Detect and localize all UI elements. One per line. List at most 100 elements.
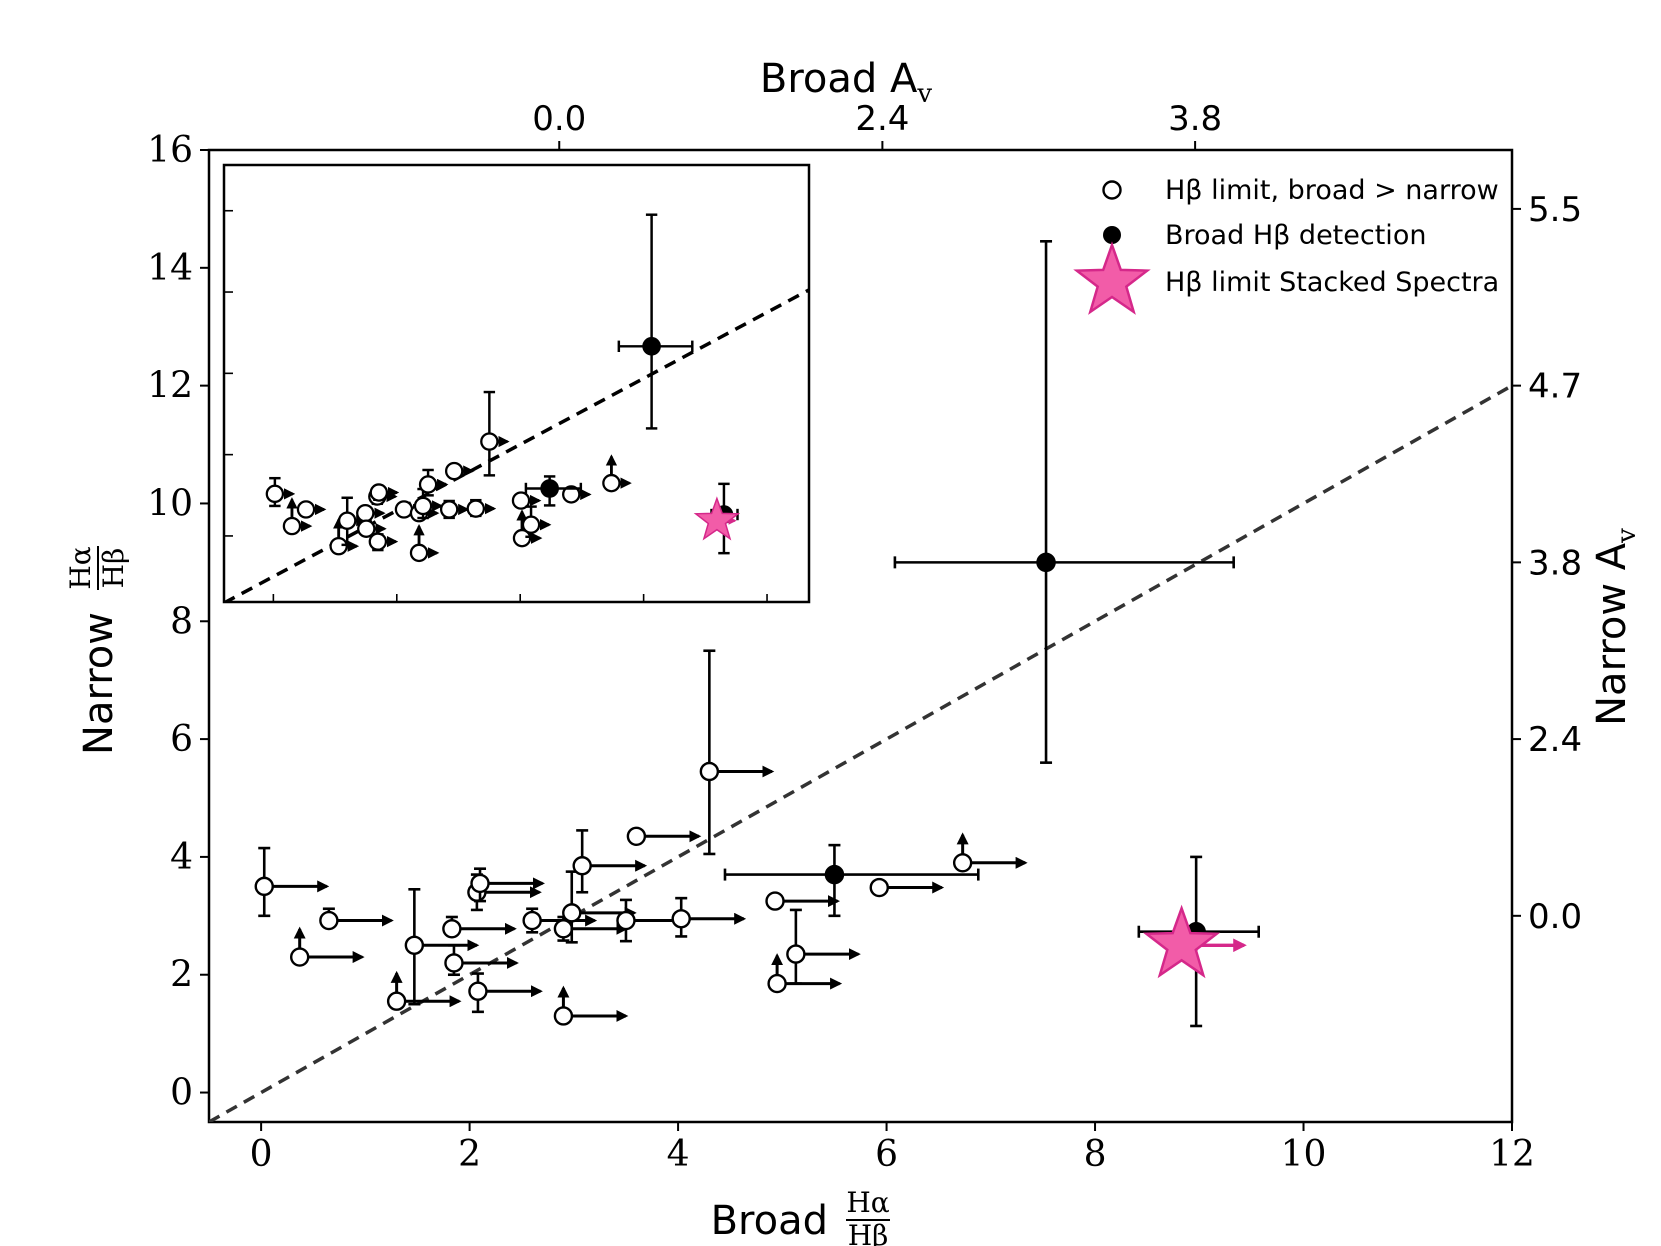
data-point-filled-circle [723, 843, 980, 918]
x-axis-title-denominator: Hβ [848, 1219, 889, 1246]
open-circle-marker [521, 515, 541, 534]
data-point-open-circle [765, 891, 840, 911]
open-circle-marker [369, 483, 389, 502]
data-point-open-circle [442, 915, 517, 939]
top-axis-title: Broad Av [760, 56, 932, 109]
data-point-open-circle [480, 390, 510, 477]
data-point-open-circle [512, 509, 543, 548]
data-point-open-circle [289, 926, 365, 967]
inset-points [265, 213, 741, 563]
open-circle-marker [480, 432, 499, 451]
legend-star-icon [1073, 241, 1151, 315]
open-circle-marker [439, 500, 459, 519]
x-tick-label: 10 [1281, 1134, 1327, 1175]
open-circle-marker [952, 853, 973, 873]
inset-panel [222, 163, 811, 604]
open-circle-marker [767, 973, 787, 994]
star-marker [1142, 904, 1221, 979]
y-tick-label: 16 [147, 130, 193, 171]
legend-open-circle-icon [1102, 180, 1122, 200]
star-marker [693, 496, 741, 541]
right-tick-label: 0.0 [1528, 897, 1582, 937]
open-circle-marker [319, 910, 339, 931]
filled-circle-marker [540, 479, 559, 498]
plot-frame [207, 148, 1514, 1124]
data-point-open-circle [404, 888, 480, 1006]
data-point-filled-circle [893, 240, 1235, 764]
data-point-open-circle [439, 499, 470, 520]
data-point-open-circle [952, 832, 1028, 873]
open-circle-marker [671, 909, 691, 929]
right-tick-label: 3.8 [1528, 543, 1582, 583]
open-circle-marker [289, 947, 310, 967]
data-point-open-circle [466, 498, 497, 518]
right-tick-label: 4.7 [1528, 367, 1582, 407]
data-point-open-circle [369, 483, 400, 502]
x-axis-title-numerator: Hα [846, 1186, 889, 1219]
open-circle-marker [265, 484, 285, 504]
open-circle-marker [468, 981, 488, 1001]
data-point-open-circle [786, 908, 861, 985]
open-circle-marker [368, 532, 388, 551]
legend-label: Hβ limit Stacked Spectra [1165, 267, 1499, 298]
y-axis-title: Narrow Hα Hβ [64, 546, 130, 755]
open-circle-marker [254, 876, 274, 897]
data-point-open-circle [444, 943, 519, 977]
data-point-open-circle [282, 497, 313, 536]
open-circle-marker [356, 503, 375, 523]
filled-circle-marker [824, 864, 845, 885]
data-point-open-circle [468, 972, 543, 1014]
data-point-open-circle [522, 907, 598, 934]
legend-label: Broad Hβ detection [1165, 220, 1426, 251]
top-tick-label: 0.0 [532, 99, 586, 139]
open-circle-marker [337, 511, 357, 530]
data-point-open-circle [368, 532, 399, 552]
data-point-open-circle [626, 826, 702, 846]
open-circle-marker [562, 485, 581, 504]
filled-circle-marker [1036, 552, 1056, 573]
open-circle-marker [562, 903, 582, 923]
right-tick-label: 2.4 [1528, 720, 1582, 760]
data-point-open-circle [521, 505, 552, 539]
data-point-open-circle [357, 519, 387, 538]
open-circle-marker [786, 944, 806, 964]
plot-area: 0 2 4 6 8 10 12 0 2 4 6 8 10 12 14 16 0.0 2.4 3.8 0.0 2.4 3.8… [147, 99, 1582, 1175]
x-tick-label: 2 [458, 1134, 481, 1175]
data-point-open-circle [470, 867, 545, 903]
open-circle-marker [442, 919, 462, 939]
data-point-open-circle [265, 476, 296, 508]
legend-filled-circle-icon [1103, 226, 1121, 244]
data-point-open-circle [699, 649, 775, 856]
data-point-star [1142, 904, 1247, 979]
data-point-open-circle [767, 953, 843, 994]
y-tick-label: 2 [170, 955, 193, 996]
right-tick-label: 5.5 [1528, 190, 1582, 230]
data-point-open-circle [869, 877, 945, 898]
data-point-open-circle [319, 907, 394, 931]
legend-label: Hβ limit, broad > narrow [1165, 175, 1499, 206]
open-circle-marker [418, 475, 438, 494]
data-point-open-circle [511, 491, 542, 510]
open-circle-marker [444, 953, 464, 973]
one-to-one-line [209, 384, 1512, 1122]
top-tick-label: 3.8 [1168, 99, 1222, 139]
open-circle-marker [470, 873, 490, 894]
legend: Hβ limit, broad > narrow Broad Hβ detecti… [1073, 175, 1499, 315]
x-tick-label: 4 [667, 1134, 690, 1175]
open-circle-marker [869, 877, 889, 898]
x-tick-label: 0 [250, 1134, 273, 1175]
data-point-open-circle [553, 985, 629, 1026]
open-circle-marker [522, 910, 542, 931]
y-tick-label: 14 [147, 248, 193, 289]
data-point-open-circle [616, 898, 691, 943]
data-point-open-circle [329, 517, 360, 556]
open-circle-marker [765, 891, 785, 911]
y-tick-label: 10 [147, 483, 193, 524]
open-circle-marker [512, 528, 532, 548]
open-circle-marker [329, 536, 348, 556]
data-point-filled-circle [617, 213, 694, 430]
open-circle-marker [626, 826, 647, 846]
y-axis-title-numerator: Hα [64, 546, 97, 589]
open-circle-marker [553, 1006, 574, 1026]
